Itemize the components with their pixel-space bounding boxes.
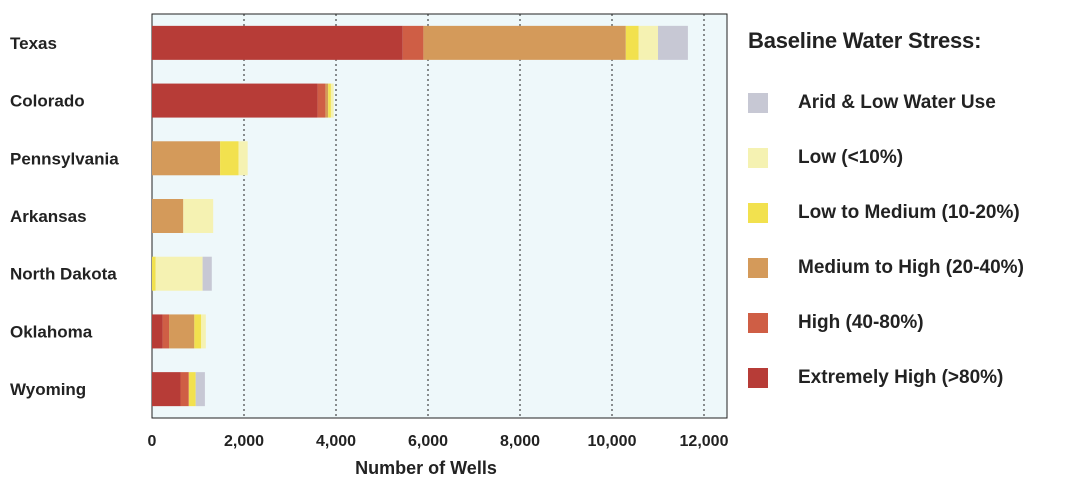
bar-segment [330, 83, 334, 118]
bar-segment [152, 83, 318, 118]
bar-segment [325, 83, 329, 118]
bar-segment [638, 25, 658, 60]
bar-segment [183, 199, 214, 233]
bar-segment [194, 314, 202, 349]
category-labels: Texas Colorado Pennsylvania Arkansas North D… [10, 34, 119, 399]
category-label: Pennsylvania [10, 149, 119, 168]
x-axis-title: Number of Wells [355, 458, 497, 478]
x-tick-labels: 0 2,000 4,000 6,000 8,000 10,000 12,000 [148, 433, 729, 450]
bars [152, 25, 688, 407]
legend-label: Low to Medium (10-20%) [798, 201, 1020, 223]
bar-segment [152, 199, 184, 233]
x-tick-label: 0 [148, 433, 157, 450]
legend-label: Extremely High (>80%) [798, 366, 1004, 388]
x-tick-label: 2,000 [224, 433, 264, 450]
legend-swatch [748, 92, 768, 113]
legend-swatch [748, 312, 768, 333]
legend-item: Extremely High (>80%) [748, 350, 1078, 405]
category-label: Arkansas [10, 207, 87, 226]
bar-segment [201, 314, 206, 349]
x-tick-label: 10,000 [588, 433, 637, 450]
legend-label: Arid & Low Water Use [798, 91, 996, 113]
bar-segment [238, 141, 248, 176]
category-label: Colorado [10, 92, 85, 111]
stacked-bar-chart: Texas Colorado Pennsylvania Arkansas North D… [10, 13, 729, 478]
bar-segment [152, 372, 181, 407]
bar-segment [402, 25, 424, 60]
bar-segment [188, 372, 196, 407]
bar-segment [220, 141, 239, 176]
category-label: Oklahoma [10, 322, 93, 341]
bar-segment [202, 256, 212, 291]
legend-label: High (40-80%) [798, 311, 924, 333]
legend-title: Baseline Water Stress: [748, 28, 982, 53]
legend-item: Arid & Low Water Use [748, 75, 1078, 130]
x-tick-label: 8,000 [500, 433, 540, 450]
bar-segment [180, 372, 189, 407]
plot-area [151, 13, 728, 419]
bar-segment [169, 314, 195, 349]
legend-swatch [748, 367, 768, 388]
legend-items: Arid & Low Water Use Low (<10%) Low to M… [748, 75, 1078, 405]
category-label: Wyoming [10, 380, 86, 399]
bar-segment [155, 256, 203, 291]
bar-segment [152, 25, 403, 60]
legend-item: High (40-80%) [748, 295, 1078, 350]
bar-segment [625, 25, 639, 60]
legend-swatch [748, 257, 768, 278]
x-tick-label: 6,000 [408, 433, 448, 450]
bar-segment [152, 256, 156, 291]
x-tick-label: 12,000 [680, 433, 729, 450]
bar-segment [195, 372, 205, 407]
legend-swatch [748, 202, 768, 223]
category-label: North Dakota [10, 265, 117, 284]
legend-label: Low (<10%) [798, 146, 904, 168]
bar-segment [317, 83, 326, 118]
legend-label: Medium to High (20-40%) [798, 256, 1024, 278]
bar-segment [152, 314, 163, 349]
bar-segment [152, 141, 221, 176]
legend-item: Low (<10%) [748, 130, 1078, 185]
category-label: Texas [10, 34, 57, 53]
gridlines [243, 14, 705, 418]
bar-segment [658, 25, 688, 60]
bar-segment [423, 25, 626, 60]
bar-segment [162, 314, 170, 349]
legend-item: Medium to High (20-40%) [748, 240, 1078, 295]
legend: Baseline Water Stress: Arid & Low Water … [748, 28, 1078, 405]
legend-swatch [748, 147, 768, 168]
legend-item: Low to Medium (10-20%) [748, 185, 1078, 240]
x-tick-label: 4,000 [316, 433, 356, 450]
bar-segment [328, 83, 331, 118]
